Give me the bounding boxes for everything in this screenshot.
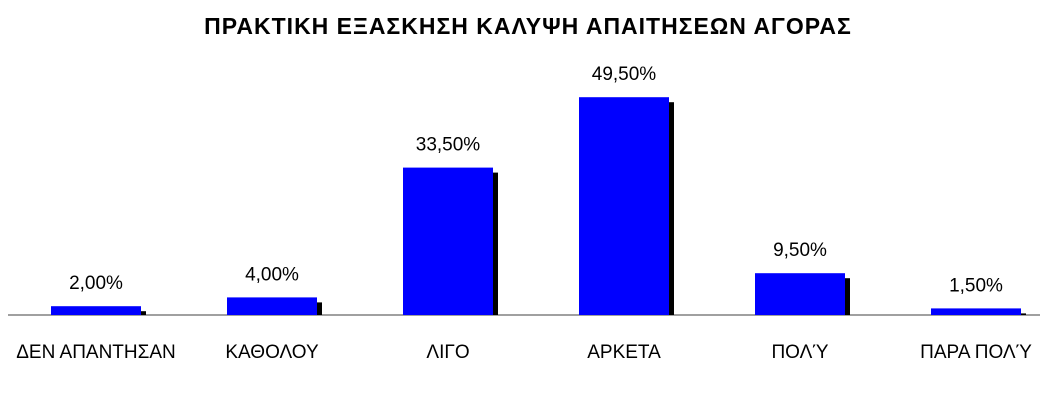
bar <box>51 306 141 315</box>
x-tick-label: ΠΟΛΎ <box>771 342 829 363</box>
value-label: 1,50% <box>949 275 1003 296</box>
x-tick-label: ΑΡΚΕΤΑ <box>587 342 661 363</box>
value-label: 4,00% <box>245 264 299 285</box>
bar <box>755 273 845 315</box>
value-label: 2,00% <box>69 273 123 294</box>
value-label: 9,50% <box>773 240 827 261</box>
bar <box>579 97 669 315</box>
chart-title: ΠΡΑΚΤΙΚΗ ΕΞΑΣΚΗΣΗ ΚΑΛΥΨΗ ΑΠΑΙΤΗΣΕΩΝ ΑΓΟΡ… <box>204 13 852 39</box>
value-label: 49,50% <box>592 64 657 85</box>
value-label: 33,50% <box>416 135 481 156</box>
x-tick-label: ΠΑΡΑ ΠΟΛΎ <box>920 342 1032 363</box>
x-tick-label: ΛΙΓΟ <box>426 342 470 363</box>
x-tick-label: ΔΕΝ ΑΠΑΝΤΗΣΑΝ <box>16 342 176 363</box>
bar <box>227 297 317 315</box>
x-tick-label: ΚΑΘΟΛΟΥ <box>225 342 319 363</box>
bar <box>931 308 1021 315</box>
bar <box>403 167 493 315</box>
